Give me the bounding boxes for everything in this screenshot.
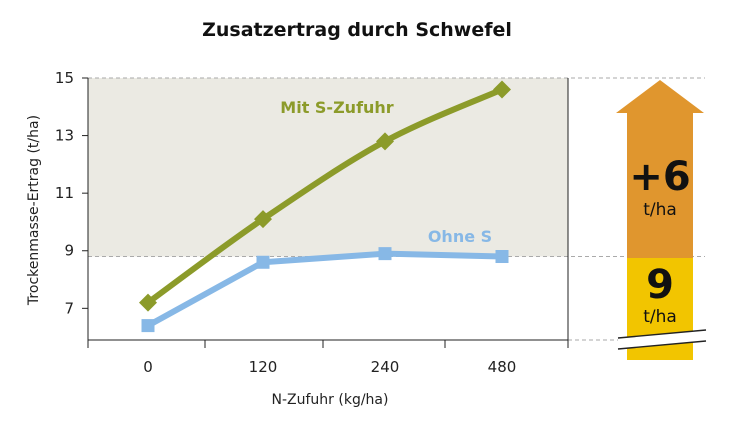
shaded-band — [88, 78, 568, 257]
series-label-ohne-s: Ohne S — [428, 227, 492, 246]
y-tick-label: 9 — [64, 242, 74, 260]
x-ticks: 0 120 240 480 — [87, 340, 569, 376]
arrow-bottom-unit: t/ha — [643, 307, 677, 327]
data-point-square — [378, 247, 392, 261]
chart-title: Zusatzertrag durch Schwefel — [202, 19, 512, 41]
y-tick-label: 7 — [64, 299, 74, 317]
axis-break-line-top — [617, 329, 707, 339]
series-label-mit-s: Mit S-Zufuhr — [280, 98, 394, 117]
arrow-top-value: +6 — [629, 154, 690, 200]
x-tick-label: 240 — [371, 358, 400, 376]
arrow-top-unit: t/ha — [643, 200, 677, 220]
data-point-square — [141, 319, 155, 333]
axis-break-gap — [618, 330, 706, 349]
series-line-1 — [145, 250, 505, 329]
data-point-diamond — [139, 293, 157, 312]
increase-arrow: +6 t/ha 9 t/ha — [616, 80, 707, 360]
data-point-square — [256, 255, 270, 269]
y-ticks: 7 9 11 13 15 — [55, 69, 88, 317]
y-axis-label: Trockenmasse-Ertrag (t/ha) — [26, 115, 42, 306]
y-tick-label: 15 — [55, 69, 74, 87]
arrow-orange-section — [616, 80, 704, 258]
axis-break-line-bottom — [617, 340, 707, 350]
series-line-0 — [145, 86, 505, 306]
series-group — [139, 80, 511, 333]
data-point-square — [495, 250, 509, 264]
x-tick-label: 0 — [143, 358, 153, 376]
data-point-diamond — [376, 132, 394, 151]
data-point-diamond — [254, 210, 272, 229]
x-tick-label: 480 — [488, 358, 517, 376]
x-tick-label: 120 — [249, 358, 278, 376]
arrow-bottom-value: 9 — [646, 262, 674, 308]
x-axis-label: N-Zufuhr (kg/ha) — [272, 392, 389, 408]
y-tick-label: 11 — [55, 184, 74, 202]
data-point-diamond — [493, 80, 511, 99]
y-tick-label: 13 — [55, 127, 74, 145]
